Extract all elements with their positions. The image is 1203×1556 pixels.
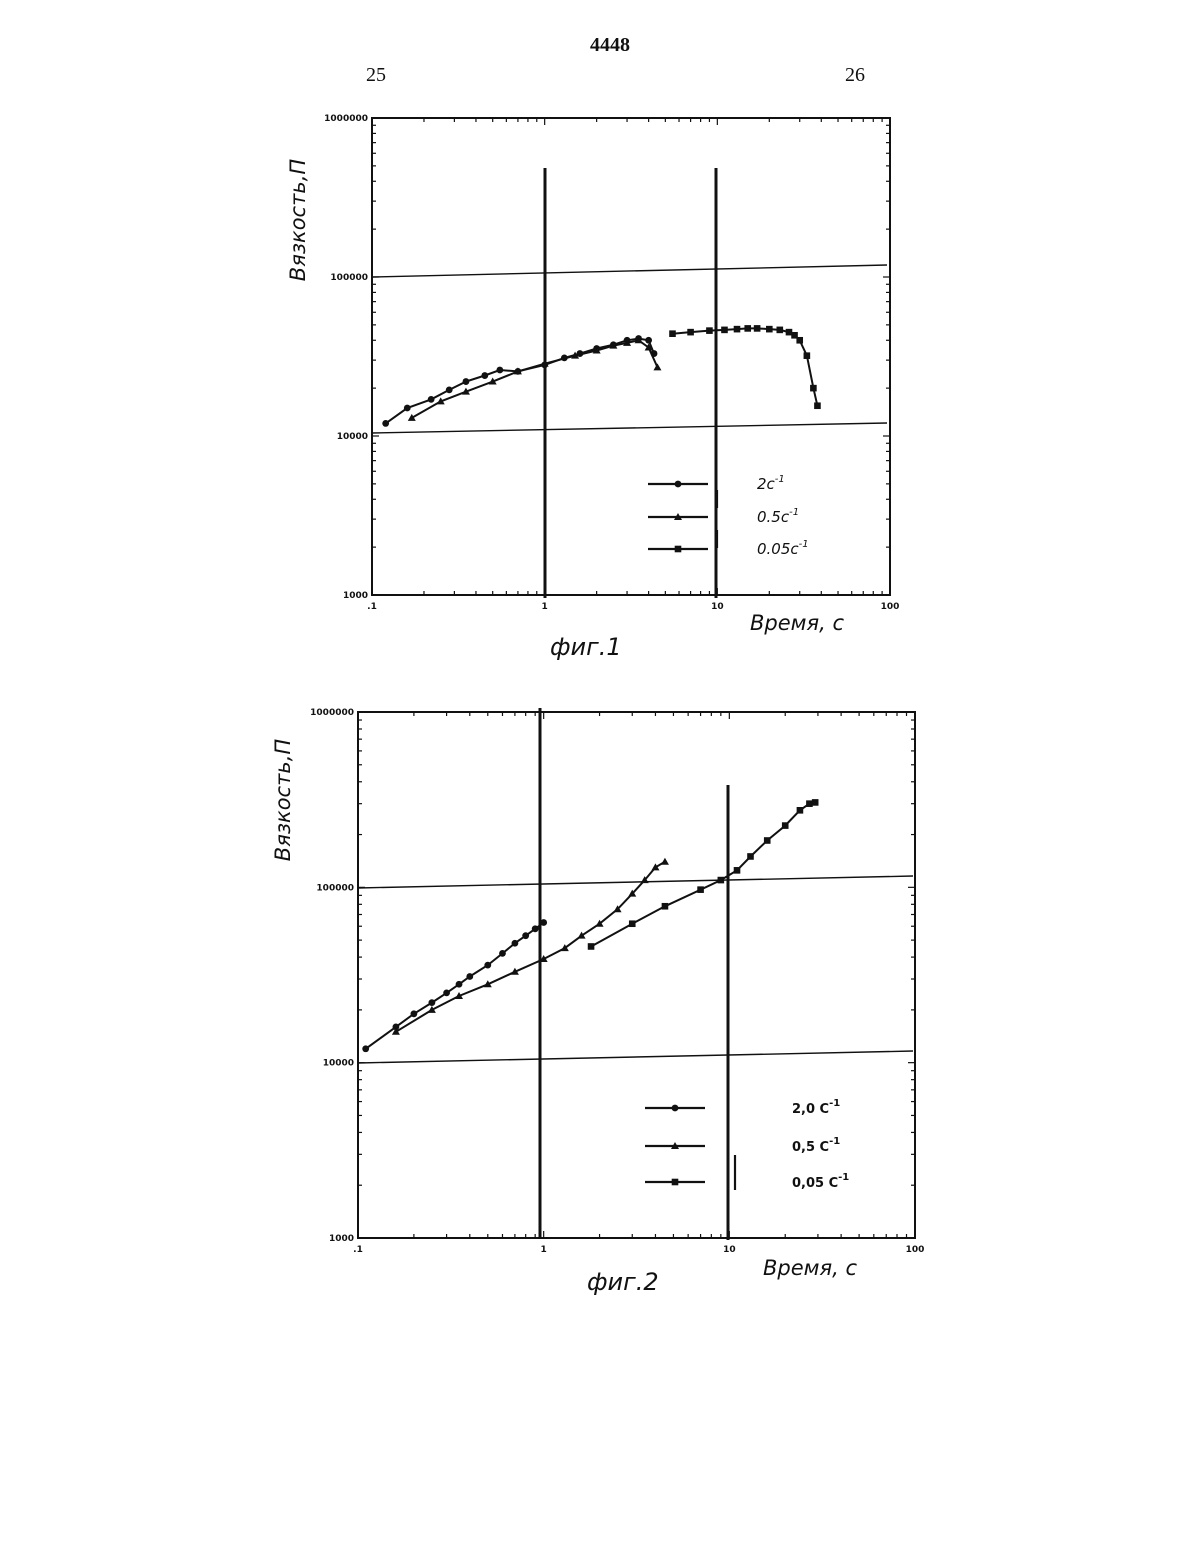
fig2-series-1-point [522, 932, 529, 939]
fig2-chart: .1 1 10 100 1000 10000 100000 1000000 Вязкость,П… [271, 708, 924, 1296]
fig1-series-3 [669, 325, 821, 409]
fig2-caption: фиг.2 [587, 1268, 659, 1296]
fig1-series-1-point [645, 337, 652, 344]
fig1-series-1-point [446, 386, 453, 393]
fig2-legend: 2,0 С-1 0,5 С-1 0,05 С-1 [645, 1098, 849, 1191]
fig1-series-1-point [496, 367, 503, 374]
fig2-legend-label-3: 0,05 С-1 [792, 1172, 849, 1191]
fig1-legend-label-2: 0.5с-1 [757, 507, 799, 526]
fig1-series-3-point [721, 327, 728, 334]
fig2-x-axis-label: Время, с [763, 1256, 857, 1280]
fig2-series-1-point [362, 1045, 369, 1052]
fig1-series-2-line [412, 340, 658, 418]
fig1-plot-frame [372, 118, 890, 595]
fig2-legend-marker-3 [672, 1179, 679, 1186]
fig2-series-3-point [662, 903, 669, 910]
fig1-series-3-point [766, 326, 773, 333]
fig1-series-3-point [706, 327, 713, 334]
fig2-y-tick-label: 10000 [323, 1059, 354, 1069]
fig1-y-tick-label: 1000000 [324, 114, 368, 124]
fig2-series-1 [362, 919, 547, 1052]
fig1-y-axis-label: Вязкость,П [286, 159, 310, 282]
fig1-y-tick-label: 10000 [337, 432, 368, 442]
fig2-series-1-point [499, 950, 506, 957]
fig1-series-3-point [776, 327, 783, 334]
fig1-series-1-point [481, 372, 488, 379]
fig2-series-1-point [428, 999, 435, 1006]
fig2-series-3-point [718, 877, 725, 884]
fig2-series-1-point [484, 962, 491, 969]
fig2-x-tick-label: 10 [723, 1245, 736, 1255]
fig1-caption: фиг.1 [550, 633, 622, 661]
fig2-y-tick-label: 1000 [329, 1234, 354, 1244]
fig2-gridline-h-1 [358, 876, 913, 888]
fig1-x-tick-label: 100 [881, 602, 900, 612]
fig1-x-tick-label: 10 [711, 602, 724, 612]
fig2-series-1-point [540, 919, 547, 926]
fig2-series-3-point [747, 853, 754, 860]
fig2-x-tick-label: 1 [541, 1245, 547, 1255]
fig1-series-1 [382, 335, 657, 427]
fig1-gridline-h-2 [372, 423, 887, 433]
fig1-legend-label-1: 2с-1 [757, 474, 785, 493]
fig1-series-1-point [404, 405, 411, 412]
fig2-y-tick-label: 1000000 [310, 708, 354, 718]
fig1-legend-label-3: 0.05с-1 [757, 539, 809, 558]
fig2-series-1-point [443, 989, 450, 996]
fig1-series-3-point [804, 352, 811, 359]
fig2-series-1-point [410, 1010, 417, 1017]
fig2-series-1-point [456, 981, 463, 988]
fig2-y-tick-label: 100000 [316, 883, 354, 893]
fig1-x-tick-label: 1 [542, 602, 548, 612]
fig1-series-1-point [428, 396, 435, 403]
fig2-series-3-point [806, 800, 813, 807]
fig2-series-3-point [797, 807, 804, 814]
fig1-series-3-point [734, 326, 741, 333]
fig2-plot-frame [358, 712, 915, 1238]
fig2-series-3-point [734, 867, 741, 874]
fig2-series-2-point [661, 858, 669, 865]
fig1-series-3-point [810, 385, 817, 392]
fig1-series-1-point [382, 420, 389, 427]
fig2-series-3-point [812, 799, 819, 806]
fig2-y-axis-label: Вязкость,П [271, 739, 295, 862]
fig1-series-3-point [744, 325, 751, 332]
fig2-x-tick-label: .1 [353, 1245, 363, 1255]
fig1-series-1-point [463, 378, 470, 385]
fig1-series-3-point [814, 402, 821, 409]
fig2-series-1-point [466, 973, 473, 980]
fig2-x-tick-label: 100 [906, 1245, 925, 1255]
fig2-series-3-point [782, 822, 789, 829]
fig1-series-3-point [687, 329, 694, 336]
fig1-series-2-point [653, 363, 661, 370]
fig1-legend: 2с-1 0.5с-1 0.05с-1 [648, 474, 809, 558]
fig1-y-tick-label: 100000 [330, 273, 368, 283]
fig1-gridline-h-1 [372, 265, 887, 277]
fig2-series-3 [588, 799, 819, 950]
fig2-series-1-point [512, 940, 519, 947]
fig2-series-3-point [629, 920, 636, 927]
fig2-series-3-point [697, 886, 704, 893]
fig1-series-3-point [754, 325, 761, 332]
fig2-legend-label-1: 2,0 С-1 [792, 1098, 840, 1117]
fig2-series-1-point [532, 925, 539, 932]
fig1-series-2 [408, 336, 662, 421]
fig2-gridline-h-2 [358, 1051, 913, 1063]
fig2-series-3-point [764, 837, 771, 844]
fig2-series-3-line [591, 802, 815, 946]
fig1-legend-marker-1 [675, 481, 682, 488]
fig1-x-tick-label: .1 [367, 602, 377, 612]
fig1-legend-marker-3 [675, 546, 682, 553]
fig1-chart: .1 1 10 100 1000 10000 100000 1000000 Вязкость,П… [286, 114, 899, 661]
fig1-y-tick-label: 1000 [343, 591, 368, 601]
fig1-series-3-point [669, 330, 676, 337]
fig2-series-3-point [588, 943, 595, 950]
fig2-legend-marker-1 [672, 1105, 679, 1112]
fig1-series-3-point [796, 337, 803, 344]
fig1-x-axis-label: Время, с [750, 611, 844, 635]
fig2-series-2-line [396, 862, 665, 1032]
fig1-series-3-line [673, 328, 818, 405]
fig2-legend-label-2: 0,5 С-1 [792, 1136, 840, 1155]
